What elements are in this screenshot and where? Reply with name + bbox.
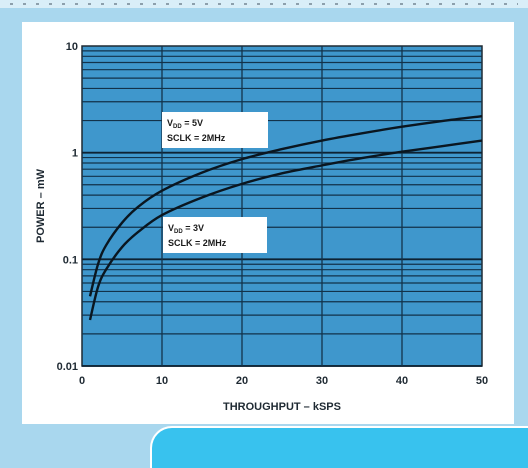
x-tick-label: 10 xyxy=(156,375,168,387)
annotation-line2: SCLK = 2MHz xyxy=(168,238,227,248)
x-tick-label: 20 xyxy=(236,375,248,387)
y-tick-label: 0.1 xyxy=(63,254,78,266)
y-tick-label: 0.01 xyxy=(57,361,78,373)
annotation-vdd-5v: VDD = 5V SCLK = 2MHz xyxy=(162,112,268,148)
plot-area xyxy=(82,46,482,366)
annotation-vdd-3v: VDD = 3V SCLK = 2MHz xyxy=(163,217,267,253)
x-axis-label: THROUGHPUT – kSPS xyxy=(223,401,341,413)
x-tick-label: 30 xyxy=(316,375,328,387)
x-tick-label: 0 xyxy=(79,375,85,387)
x-tick-label: 50 xyxy=(476,375,488,387)
x-tick-label: 40 xyxy=(396,375,408,387)
annotation-line2: SCLK = 2MHz xyxy=(167,133,226,143)
y-axis-label: POWER – mW xyxy=(35,168,47,243)
y-tick-label: 10 xyxy=(66,41,78,53)
y-tick-label: 1 xyxy=(72,148,78,160)
